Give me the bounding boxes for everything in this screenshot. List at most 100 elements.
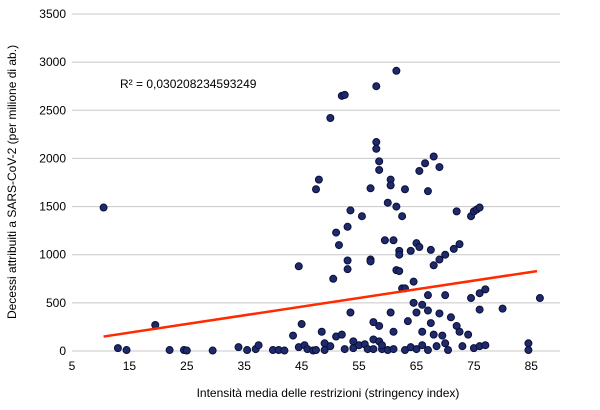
data-points: [99, 66, 544, 355]
x-tick-label: 65: [410, 359, 424, 373]
data-point: [375, 321, 384, 330]
x-tick-label: 85: [525, 359, 539, 373]
data-point: [346, 308, 355, 317]
data-point: [113, 344, 122, 353]
y-tick-label: 500: [46, 296, 66, 310]
y-axis-ticks: 0 500 1000 1500 2000 2500 3000 3500: [39, 7, 66, 358]
y-tick-label: 0: [59, 344, 66, 358]
data-point: [99, 203, 108, 212]
data-point: [423, 306, 432, 315]
data-point: [326, 113, 335, 122]
data-point: [429, 330, 438, 339]
data-point: [403, 317, 412, 326]
x-tick-label: 15: [123, 359, 137, 373]
data-point: [369, 318, 378, 327]
data-point: [415, 243, 424, 252]
x-tick-label: 45: [295, 359, 309, 373]
r-squared-annotation: R² = 0,030208234593249: [120, 77, 257, 91]
data-point: [475, 289, 484, 298]
data-point: [452, 207, 461, 216]
data-point: [357, 212, 366, 221]
data-point: [326, 342, 335, 351]
data-point: [254, 341, 263, 350]
data-point: [464, 330, 473, 339]
data-point: [234, 343, 243, 352]
x-axis-title: Intensità media delle restrizioni (strin…: [197, 386, 460, 400]
data-point: [386, 308, 395, 317]
data-point: [389, 345, 398, 354]
data-point: [372, 138, 381, 147]
data-point: [429, 152, 438, 161]
data-point: [535, 294, 544, 303]
data-point: [340, 90, 349, 99]
data-point: [421, 159, 430, 168]
data-point: [426, 319, 435, 328]
y-tick-label: 1000: [39, 248, 66, 262]
data-point: [182, 346, 191, 355]
data-point: [449, 244, 458, 253]
data-point: [441, 339, 450, 348]
data-point: [372, 144, 381, 153]
data-point: [346, 206, 355, 215]
data-point: [395, 250, 404, 259]
data-point: [343, 222, 352, 231]
data-point: [392, 66, 401, 75]
data-point: [435, 309, 444, 318]
data-point: [320, 346, 329, 355]
data-point: [409, 298, 418, 307]
data-point: [426, 245, 435, 254]
data-point: [418, 341, 427, 350]
data-point: [418, 300, 427, 309]
gridlines: [72, 13, 560, 352]
data-point: [294, 262, 303, 271]
data-point: [312, 346, 320, 355]
data-point: [334, 241, 343, 250]
trendline: [103, 269, 538, 338]
data-point: [412, 308, 421, 317]
data-point: [297, 320, 306, 329]
data-point: [446, 313, 455, 322]
data-point: [524, 346, 533, 355]
x-tick-label: 75: [467, 359, 481, 373]
data-point: [243, 346, 252, 355]
data-point: [165, 346, 174, 355]
x-tick-label: 55: [352, 359, 366, 373]
x-tick-label: 35: [238, 359, 252, 373]
data-point: [317, 327, 326, 336]
data-point: [383, 198, 392, 207]
data-point: [343, 256, 352, 265]
data-point: [332, 228, 341, 237]
data-point: [441, 250, 450, 259]
data-point: [455, 327, 464, 336]
data-point: [423, 291, 432, 300]
data-point: [369, 345, 378, 354]
data-point: [366, 257, 375, 266]
data-point: [312, 185, 320, 194]
y-tick-label: 3500: [39, 7, 66, 21]
x-axis-ticks: 5 15 25 35 45 55 65 75 85: [69, 359, 539, 373]
data-point: [389, 236, 398, 245]
data-point: [412, 345, 421, 354]
data-point: [329, 274, 338, 283]
y-tick-label: 2000: [39, 151, 66, 165]
data-point: [458, 342, 467, 351]
x-tick-label: 5: [69, 359, 76, 373]
data-point: [378, 341, 387, 350]
data-point: [406, 246, 415, 255]
data-point: [372, 82, 381, 91]
data-point: [395, 267, 404, 276]
data-point: [444, 346, 453, 355]
data-point: [467, 294, 476, 303]
data-point: [455, 240, 464, 249]
data-point: [386, 181, 395, 190]
data-point: [337, 330, 346, 339]
data-point: [375, 157, 384, 166]
x-tick-label: 25: [180, 359, 194, 373]
data-point: [418, 327, 427, 336]
data-point: [435, 163, 444, 172]
data-point: [438, 331, 447, 340]
data-point: [343, 265, 352, 274]
data-point: [400, 185, 409, 194]
